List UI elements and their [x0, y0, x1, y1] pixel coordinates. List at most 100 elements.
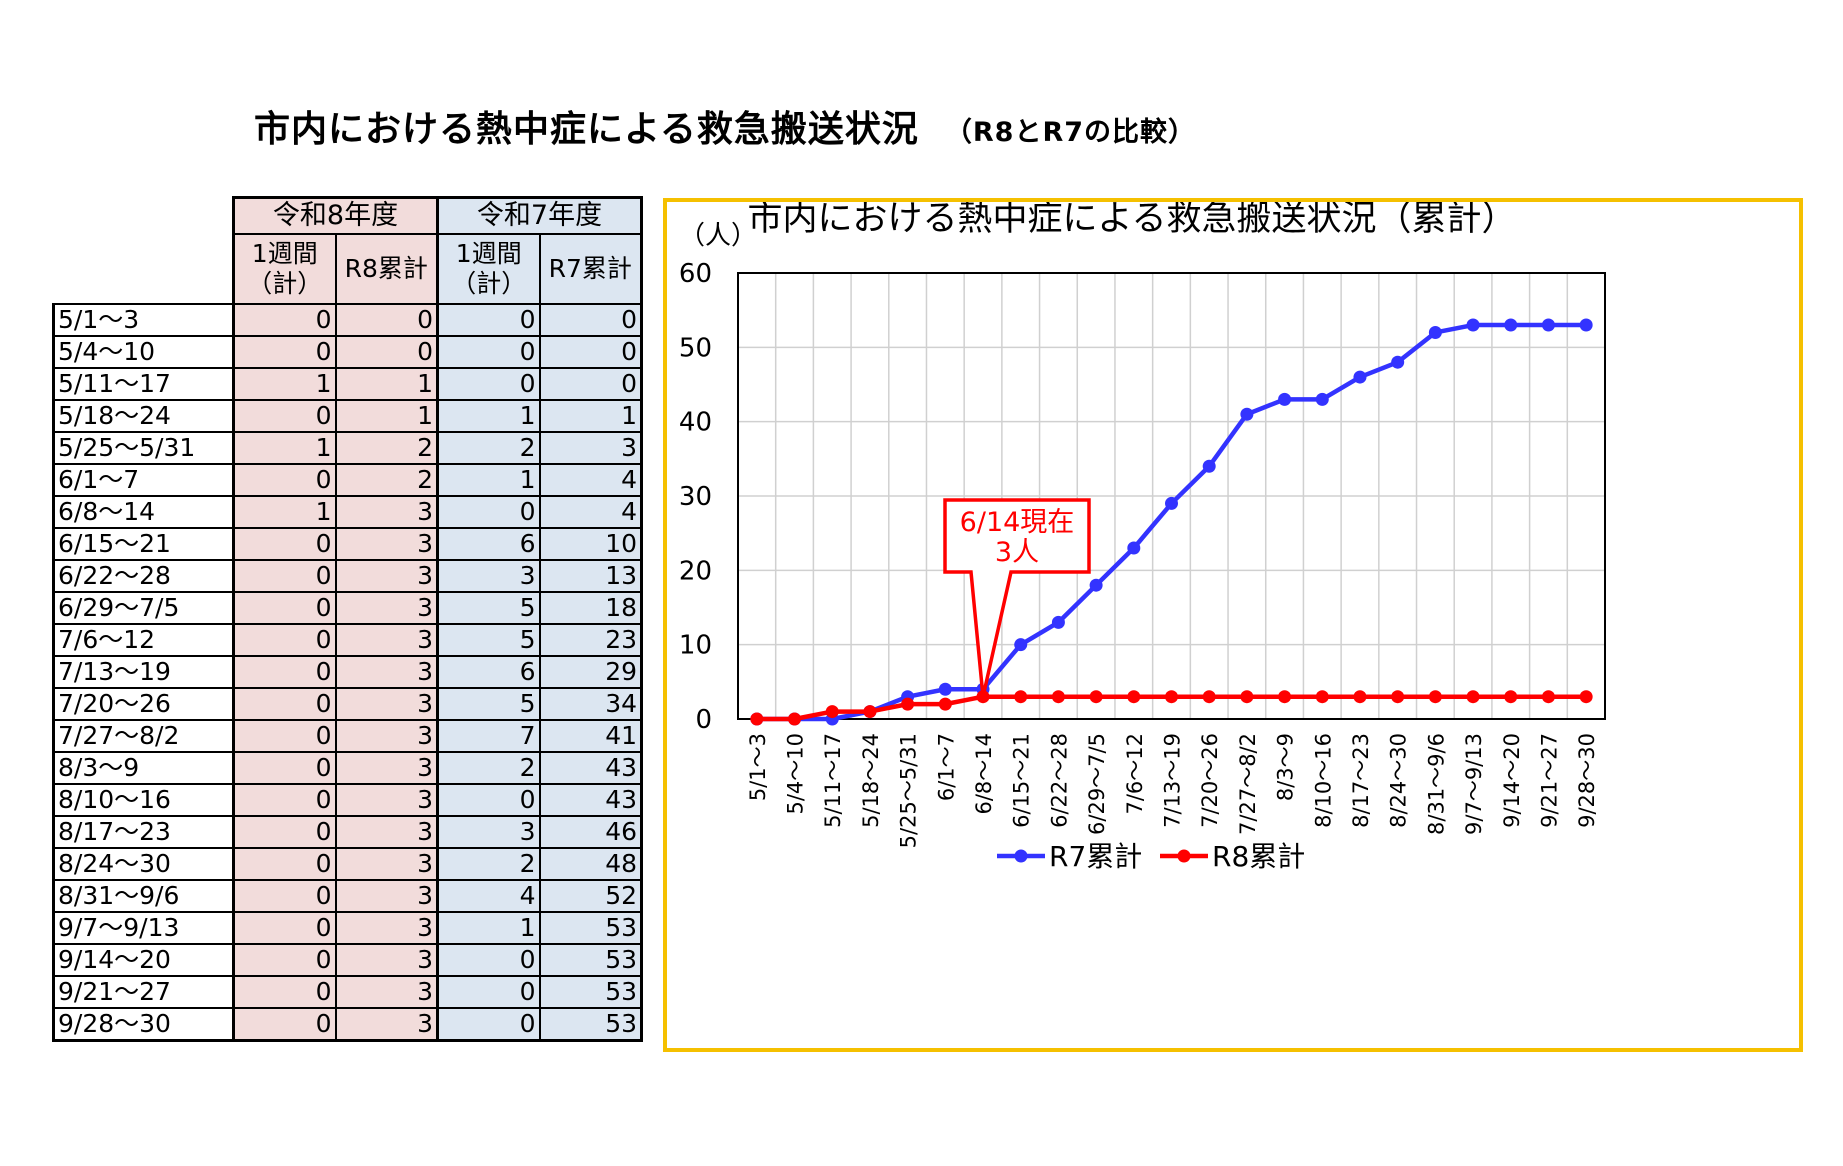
r7-week-cell: 0 — [436, 494, 541, 529]
page-subtitle: （R8とR7の比較） — [944, 117, 1197, 148]
y-tick-label: 50 — [679, 333, 712, 363]
data-point-r8 — [1541, 690, 1555, 704]
table-row: 5/4～10 0 0 0 0 — [52, 334, 643, 369]
r8-cum-cell: 0 — [334, 302, 439, 337]
r8-week-cell: 0 — [232, 558, 337, 593]
r8-cum-cell: 2 — [334, 430, 439, 465]
r7-cum-cell: 10 — [538, 526, 643, 561]
r8-cum-cell: 3 — [334, 622, 439, 657]
r8-week-cell: 0 — [232, 974, 337, 1009]
r7-week-cell: 1 — [436, 910, 541, 945]
data-point-r8 — [1014, 690, 1028, 704]
r8-cum-cell: 3 — [334, 654, 439, 689]
r7-cum-cell: 0 — [538, 302, 643, 337]
table-row: 5/1～3 0 0 0 0 — [52, 302, 643, 337]
r7-week-cell: 5 — [436, 622, 541, 657]
r7-week-cell: 0 — [436, 942, 541, 977]
table-row: 5/18～24 0 1 1 1 — [52, 398, 643, 433]
x-tick-label: 5/1～3 — [746, 733, 770, 801]
data-point-r8 — [1278, 690, 1292, 704]
period-cell: 9/28～30 — [52, 1006, 235, 1042]
data-point-r8 — [938, 697, 952, 711]
r7-cum-cell: 0 — [538, 366, 643, 401]
period-cell: 5/25～5/31 — [52, 430, 235, 465]
r8-week-cell: 0 — [232, 942, 337, 977]
r8-cum-cell: 0 — [334, 334, 439, 369]
period-cell: 5/4～10 — [52, 334, 235, 369]
period-cell: 6/29～7/5 — [52, 590, 235, 625]
data-point-r7 — [1202, 459, 1216, 473]
r8-week-cell: 0 — [232, 686, 337, 721]
x-tick-label: 8/24～30 — [1387, 733, 1411, 828]
r8-week-cell: 0 — [232, 302, 337, 337]
data-point-r7 — [938, 682, 952, 696]
x-tick-label: 7/27～8/2 — [1236, 733, 1260, 835]
table-corner — [54, 198, 234, 234]
data-point-r8 — [1466, 690, 1480, 704]
period-cell: 6/1～7 — [52, 462, 235, 497]
r8-cum-cell: 3 — [334, 686, 439, 721]
data-point-r7 — [1504, 318, 1518, 332]
y-tick-label: 20 — [679, 556, 712, 586]
data-point-r7 — [1579, 318, 1593, 332]
r7-week-cell: 1 — [436, 398, 541, 433]
r7-cum-cell: 0 — [538, 334, 643, 369]
r8-week-cell: 0 — [232, 814, 337, 849]
r8-cum-cell: 1 — [334, 366, 439, 401]
r8-cum-cell: 3 — [334, 878, 439, 913]
r7-cum-cell: 53 — [538, 1006, 643, 1042]
r7-cum-cell: 53 — [538, 974, 643, 1009]
annotation-line-2: 3人 — [995, 537, 1039, 568]
x-tick-label: 5/18～24 — [859, 733, 883, 828]
r8-week-cell: 0 — [232, 334, 337, 369]
r7-cum-cell: 3 — [538, 430, 643, 465]
r8-week-cell: 1 — [232, 494, 337, 529]
r7-week-cell: 0 — [436, 1006, 541, 1042]
page-title: 市内における熱中症による救急搬送状況 （R8とR7の比較） — [0, 100, 1450, 152]
r8-week-cell: 0 — [232, 462, 337, 497]
r7-week-cell: 2 — [436, 430, 541, 465]
r7-week-cell: 0 — [436, 366, 541, 401]
table-row: 7/13～19 0 3 6 29 — [52, 654, 643, 689]
r8-cum-cell: 3 — [334, 910, 439, 945]
header-r7-cum: R7累計 — [538, 232, 643, 305]
header-r8-group: 令和8年度 — [232, 196, 439, 235]
data-point-r8 — [863, 705, 877, 719]
r7-cum-cell: 4 — [538, 494, 643, 529]
data-point-r7 — [1391, 355, 1405, 369]
r8-week-cell: 0 — [232, 782, 337, 817]
table-row: 5/11～17 1 1 0 0 — [52, 366, 643, 401]
table-row: 7/27～8/2 0 3 7 41 — [52, 718, 643, 753]
table-group-header-row: 令和8年度 令和7年度 — [54, 196, 643, 235]
annotation-callout — [943, 498, 1091, 698]
data-point-r8 — [1353, 690, 1367, 704]
r7-week-cell: 0 — [436, 334, 541, 369]
data-point-r7 — [1240, 407, 1254, 421]
x-tick-label: 5/4～10 — [784, 733, 808, 815]
y-tick-label: 0 — [695, 705, 712, 735]
r7-week-cell: 7 — [436, 718, 541, 753]
table-row: 7/20～26 0 3 5 34 — [52, 686, 643, 721]
chart-svg: 市内における熱中症による救急搬送状況（累計）（人） 0 10 20 30 40 50 60 5/… — [679, 202, 1606, 873]
data-point-r8 — [825, 705, 839, 719]
r7-cum-cell: 23 — [538, 622, 643, 657]
legend-marker-r7 — [1014, 849, 1028, 863]
period-cell: 8/10～16 — [52, 782, 235, 817]
table-row: 9/7～9/13 0 3 1 53 — [52, 910, 643, 945]
data-point-r8 — [1315, 690, 1329, 704]
r7-week-cell: 0 — [436, 302, 541, 337]
r7-week-cell: 4 — [436, 878, 541, 913]
r7-cum-cell: 46 — [538, 814, 643, 849]
period-cell: 8/3～9 — [52, 750, 235, 785]
header-r8-week: 1週間（計） — [232, 232, 337, 305]
series-line-r7 — [756, 322, 1587, 722]
legend-label-r8: R8累計 — [1212, 840, 1305, 873]
period-cell: 6/22～28 — [52, 558, 235, 593]
table-row: 8/31～9/6 0 3 4 52 — [52, 878, 643, 913]
x-tick-label: 7/6～12 — [1123, 733, 1147, 815]
x-tick-label: 7/20～26 — [1198, 733, 1222, 828]
r8-cum-cell: 3 — [334, 1006, 439, 1042]
period-cell: 8/24～30 — [52, 846, 235, 881]
y-tick-label: 60 — [679, 259, 712, 289]
period-cell: 7/6～12 — [52, 622, 235, 657]
